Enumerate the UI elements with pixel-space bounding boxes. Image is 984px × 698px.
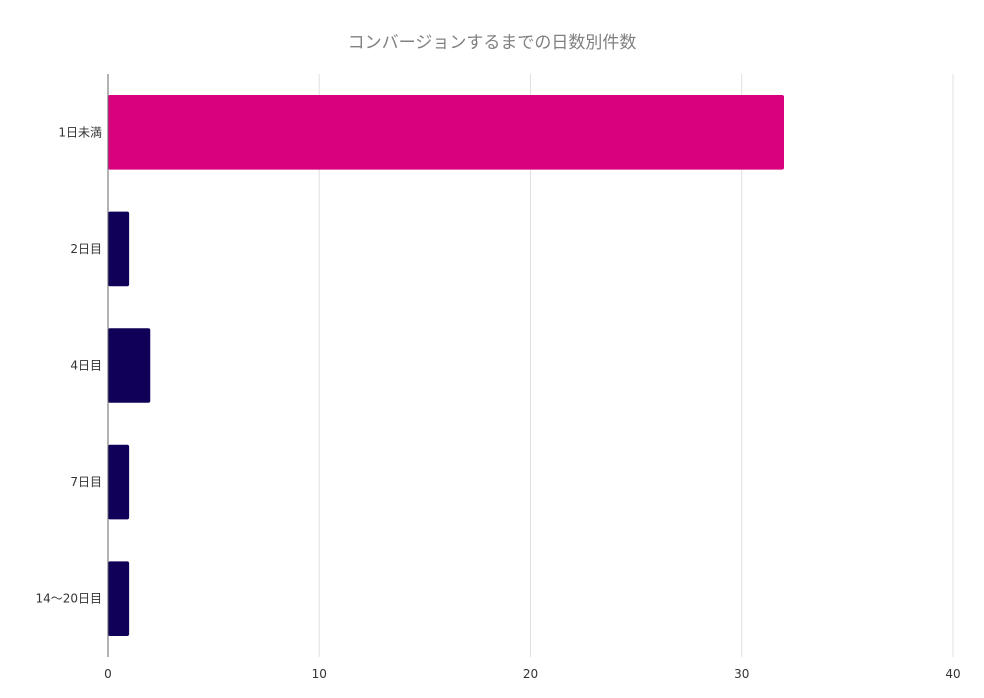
- y-tick-label: 1日未満: [58, 125, 102, 139]
- grid-lines: [318, 74, 954, 657]
- x-tick-label: 0: [104, 667, 112, 681]
- x-tick-label: 40: [945, 667, 960, 681]
- chart-title: コンバージョンするまでの日数別件数: [347, 33, 637, 53]
- y-tick-labels: 1日未満 2日目 4日目 7日目 14〜20日目: [35, 125, 102, 605]
- y-tick-label: 4日目: [70, 359, 102, 373]
- x-tick-label: 30: [734, 667, 749, 681]
- y-tick-label: 14〜20日目: [35, 592, 102, 606]
- bar-1: [108, 94, 784, 170]
- bar-3: [108, 328, 151, 403]
- bar-2: [108, 211, 130, 287]
- x-tick-label: 10: [312, 667, 327, 681]
- x-tick-label: 20: [523, 667, 538, 681]
- y-tick-label: 2日目: [70, 242, 102, 256]
- bars: [108, 94, 784, 637]
- x-tick-labels: 0 10 20 30 40: [104, 667, 960, 681]
- y-tick-label: 7日目: [70, 475, 102, 489]
- bar-5: [108, 561, 130, 637]
- bar-4: [108, 444, 130, 520]
